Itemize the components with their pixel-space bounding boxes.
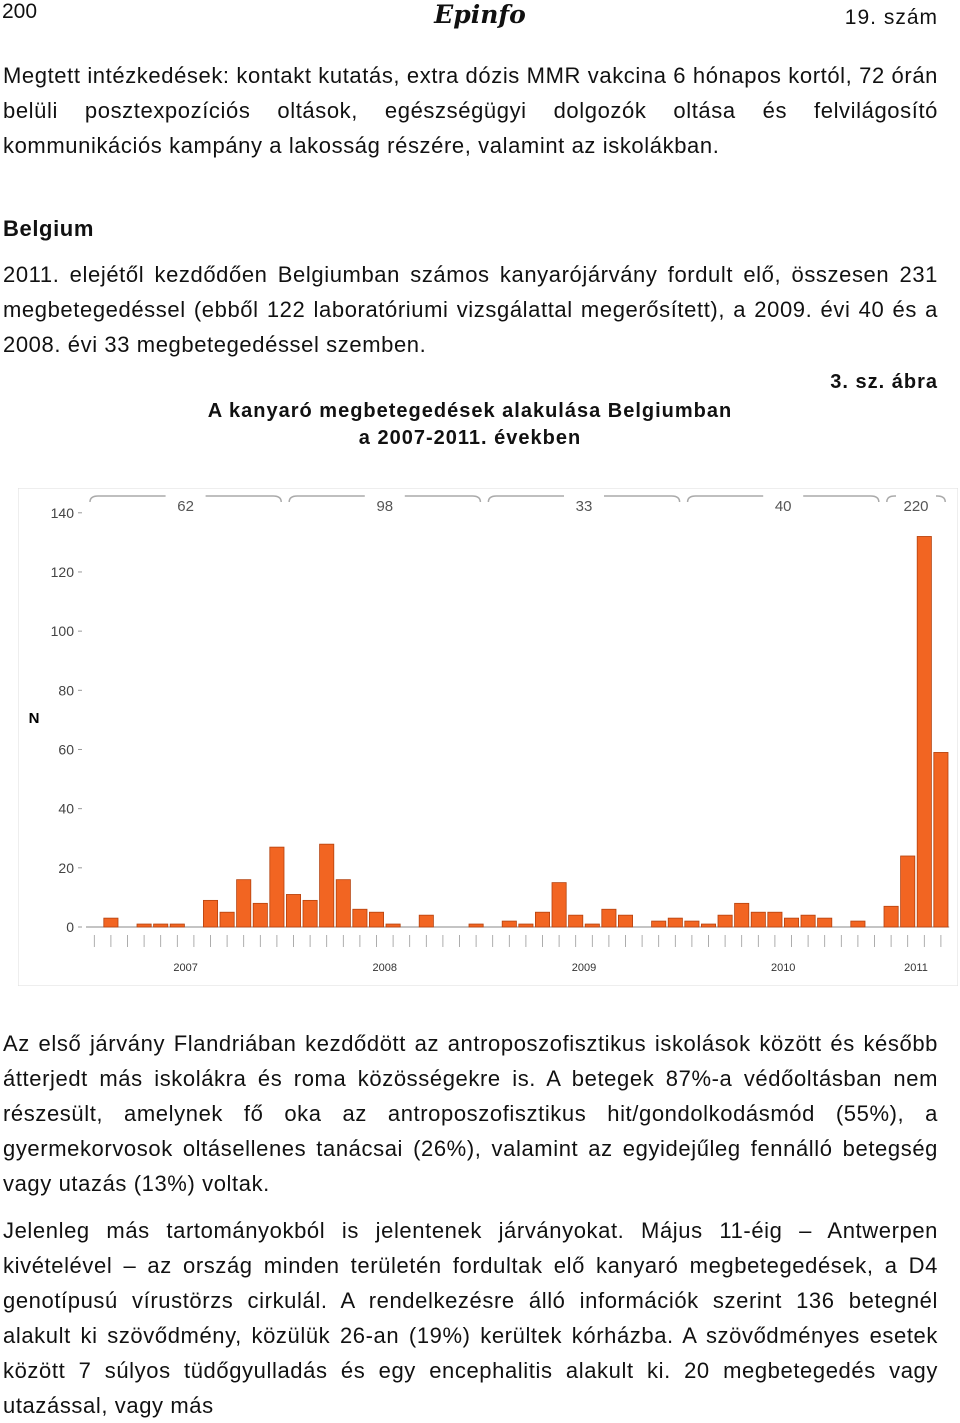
- group-total: 40: [775, 498, 792, 515]
- bar: [817, 917, 833, 928]
- bar: [933, 752, 949, 928]
- bar: [584, 923, 600, 928]
- bar: [850, 920, 866, 928]
- paragraph: Az első járvány Flandriában kezdődött az…: [3, 1031, 938, 1196]
- x-group-label: 2011: [904, 962, 928, 974]
- group-brace: [487, 495, 681, 503]
- x-group-label: 2007: [173, 962, 197, 974]
- bar: [136, 923, 152, 928]
- bar: [335, 879, 351, 928]
- x-group-label: 2008: [373, 962, 397, 974]
- y-tick-label: 80: [58, 682, 74, 698]
- figure-number: 3. sz. ábra: [830, 371, 938, 393]
- group-brace: [686, 495, 880, 503]
- y-tick-label: 40: [58, 801, 74, 817]
- y-tick-label: 120: [51, 564, 75, 580]
- bar: [601, 908, 617, 928]
- bar: [302, 899, 318, 928]
- bar: [535, 911, 551, 928]
- figure-title: A kanyaró megbetegedések alakulása Belgi…: [0, 398, 940, 452]
- y-tick-label: 100: [51, 623, 75, 639]
- section-heading: Belgium: [3, 216, 94, 241]
- group-brace: [288, 495, 482, 503]
- bar: [169, 923, 185, 928]
- y-tick-label: 140: [51, 505, 75, 521]
- issue: 19. szám: [844, 6, 938, 29]
- bar: [800, 914, 816, 928]
- bar: [236, 879, 252, 928]
- x-group-label: 2010: [771, 962, 795, 974]
- figure-title-line: A kanyaró megbetegedések alakulása Belgi…: [207, 400, 733, 422]
- bar: [501, 920, 517, 928]
- page-number: 200: [2, 0, 38, 23]
- bar: [202, 899, 218, 928]
- paragraph: Jelenleg más tartományokból is jelentene…: [3, 1218, 938, 1418]
- bar: [750, 911, 766, 928]
- bar: [916, 536, 932, 928]
- bar: [285, 894, 301, 928]
- paragraph: Megtett intézkedések: kontakt kutatás, e…: [3, 63, 938, 158]
- chart-frame: [18, 488, 958, 986]
- y-tick-label: 20: [58, 860, 74, 876]
- group-brace: [886, 495, 946, 503]
- bar: [717, 914, 733, 928]
- bar: [551, 882, 567, 928]
- x-group-label: 2009: [572, 962, 596, 974]
- bar: [385, 923, 401, 928]
- logo: Epinfo: [434, 0, 526, 29]
- y-axis-label: N: [29, 710, 40, 727]
- bar: [651, 920, 667, 928]
- bar: [269, 846, 285, 928]
- bar: [618, 914, 634, 928]
- bar: [701, 923, 717, 928]
- paragraph: 2011. elejétől kezdődően Belgiumban szám…: [3, 262, 938, 357]
- bar: [518, 923, 534, 928]
- bar: [568, 914, 584, 928]
- group-total: 33: [576, 498, 593, 515]
- bar: [767, 911, 783, 928]
- bar: [153, 923, 169, 928]
- group-total: 62: [177, 498, 194, 515]
- bar: [900, 855, 916, 928]
- bar: [418, 914, 434, 928]
- bar: [352, 908, 368, 928]
- bar: [883, 905, 899, 928]
- chart: 0 20 40 60 80 100 120 140 N 2007 62 2008 98 2009 33 201…: [18, 488, 958, 986]
- bar: [684, 920, 700, 928]
- bar: [252, 902, 268, 928]
- bar: [103, 917, 119, 928]
- bar: [368, 911, 384, 928]
- group-total: 220: [903, 498, 928, 515]
- bar: [734, 902, 750, 928]
- bar: [319, 843, 335, 928]
- group-total: 98: [376, 498, 393, 515]
- figure-title-line: a 2007-2011. években: [358, 427, 582, 449]
- y-tick-label: 60: [58, 741, 74, 757]
- group-brace: [89, 495, 282, 503]
- bar: [468, 923, 484, 928]
- bar: [784, 917, 800, 928]
- bar: [219, 911, 235, 928]
- bar: [667, 917, 683, 928]
- y-tick-label: 0: [66, 919, 74, 935]
